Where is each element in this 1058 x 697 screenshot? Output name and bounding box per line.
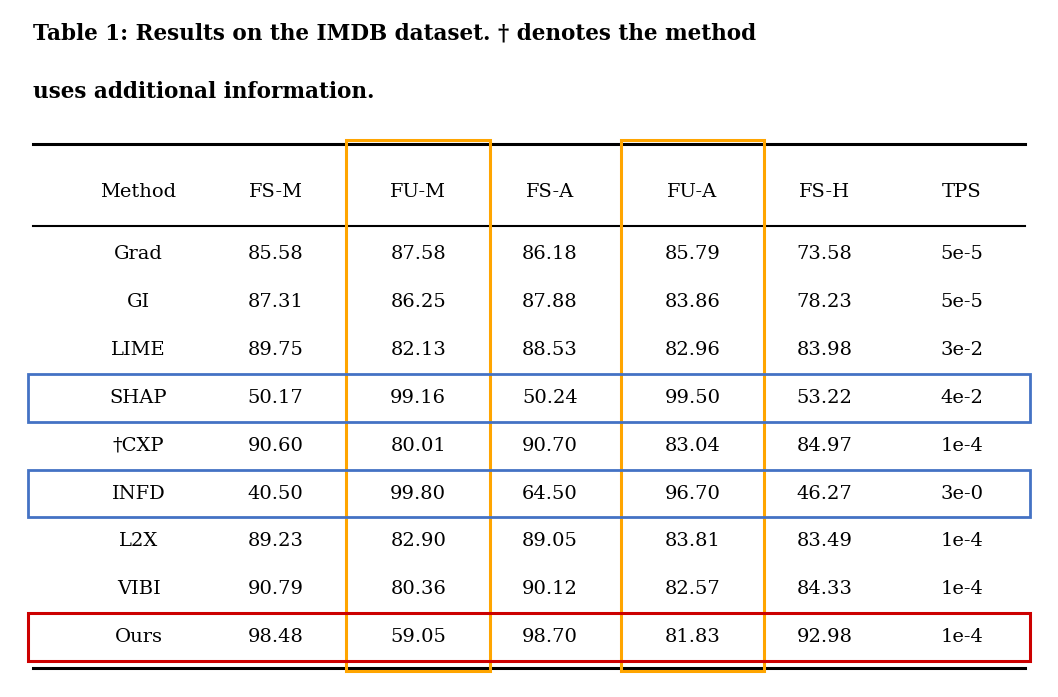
Text: 83.49: 83.49 bbox=[797, 533, 853, 551]
Text: 83.04: 83.04 bbox=[664, 437, 720, 454]
Text: 1e-4: 1e-4 bbox=[941, 628, 983, 646]
Text: 46.27: 46.27 bbox=[797, 484, 853, 503]
Text: 53.22: 53.22 bbox=[797, 389, 853, 407]
Text: INFD: INFD bbox=[112, 484, 165, 503]
Text: 90.70: 90.70 bbox=[523, 437, 578, 454]
Text: †CXP: †CXP bbox=[113, 437, 164, 454]
Text: 83.86: 83.86 bbox=[664, 293, 720, 312]
Text: FS-H: FS-H bbox=[799, 183, 850, 201]
Text: 86.25: 86.25 bbox=[390, 293, 446, 312]
Bar bbox=[621, 140, 764, 671]
Text: L2X: L2X bbox=[118, 533, 159, 551]
Text: 1e-4: 1e-4 bbox=[941, 533, 983, 551]
Text: 85.79: 85.79 bbox=[664, 245, 720, 263]
Text: uses additional information.: uses additional information. bbox=[33, 82, 375, 103]
Text: Table 1: Results on the IMDB dataset. † denotes the method: Table 1: Results on the IMDB dataset. † … bbox=[33, 22, 756, 44]
Text: FS-M: FS-M bbox=[249, 183, 303, 201]
Text: FU-A: FU-A bbox=[668, 183, 717, 201]
Text: FS-A: FS-A bbox=[526, 183, 574, 201]
Bar bbox=[28, 613, 1030, 661]
Text: 5e-5: 5e-5 bbox=[941, 245, 983, 263]
Text: 82.96: 82.96 bbox=[664, 341, 720, 359]
Text: 82.57: 82.57 bbox=[664, 580, 720, 598]
Text: 80.36: 80.36 bbox=[390, 580, 446, 598]
Text: 1e-4: 1e-4 bbox=[941, 580, 983, 598]
Text: LIME: LIME bbox=[111, 341, 166, 359]
Text: 99.80: 99.80 bbox=[390, 484, 446, 503]
Text: 89.75: 89.75 bbox=[248, 341, 304, 359]
Text: 92.98: 92.98 bbox=[797, 628, 853, 646]
Text: 90.12: 90.12 bbox=[523, 580, 578, 598]
Text: 84.33: 84.33 bbox=[797, 580, 853, 598]
Text: 98.70: 98.70 bbox=[523, 628, 578, 646]
Text: 80.01: 80.01 bbox=[390, 437, 446, 454]
Text: 81.83: 81.83 bbox=[664, 628, 720, 646]
Text: 5e-5: 5e-5 bbox=[941, 293, 983, 312]
Text: 73.58: 73.58 bbox=[797, 245, 853, 263]
Text: 50.17: 50.17 bbox=[248, 389, 304, 407]
Text: 88.53: 88.53 bbox=[523, 341, 578, 359]
Text: 98.48: 98.48 bbox=[248, 628, 304, 646]
Text: 83.98: 83.98 bbox=[797, 341, 853, 359]
Text: 3e-0: 3e-0 bbox=[941, 484, 983, 503]
Text: 78.23: 78.23 bbox=[797, 293, 853, 312]
Text: 1e-4: 1e-4 bbox=[941, 437, 983, 454]
Text: 82.90: 82.90 bbox=[390, 533, 446, 551]
Text: 3e-2: 3e-2 bbox=[941, 341, 983, 359]
Text: 99.16: 99.16 bbox=[390, 389, 446, 407]
Text: 99.50: 99.50 bbox=[664, 389, 720, 407]
Text: 90.60: 90.60 bbox=[248, 437, 304, 454]
Text: 87.31: 87.31 bbox=[248, 293, 304, 312]
Text: 83.81: 83.81 bbox=[664, 533, 720, 551]
Text: 89.05: 89.05 bbox=[523, 533, 578, 551]
Text: VIBI: VIBI bbox=[116, 580, 161, 598]
Text: FU-M: FU-M bbox=[390, 183, 446, 201]
Text: 96.70: 96.70 bbox=[664, 484, 720, 503]
Text: GI: GI bbox=[127, 293, 150, 312]
Text: 64.50: 64.50 bbox=[523, 484, 578, 503]
Bar bbox=[28, 374, 1030, 422]
Text: Method: Method bbox=[101, 183, 177, 201]
Text: 85.58: 85.58 bbox=[248, 245, 304, 263]
Text: Grad: Grad bbox=[114, 245, 163, 263]
Text: 89.23: 89.23 bbox=[248, 533, 304, 551]
Text: 90.79: 90.79 bbox=[248, 580, 304, 598]
Text: TPS: TPS bbox=[942, 183, 982, 201]
Text: 4e-2: 4e-2 bbox=[941, 389, 983, 407]
Text: 86.18: 86.18 bbox=[523, 245, 578, 263]
Text: 40.50: 40.50 bbox=[248, 484, 304, 503]
Text: SHAP: SHAP bbox=[110, 389, 167, 407]
Bar bbox=[28, 470, 1030, 517]
Text: 82.13: 82.13 bbox=[390, 341, 446, 359]
Text: 87.58: 87.58 bbox=[390, 245, 446, 263]
Text: 84.97: 84.97 bbox=[797, 437, 853, 454]
Text: 50.24: 50.24 bbox=[523, 389, 578, 407]
Text: 87.88: 87.88 bbox=[523, 293, 578, 312]
Text: 59.05: 59.05 bbox=[390, 628, 446, 646]
Bar bbox=[346, 140, 490, 671]
Text: Ours: Ours bbox=[114, 628, 163, 646]
